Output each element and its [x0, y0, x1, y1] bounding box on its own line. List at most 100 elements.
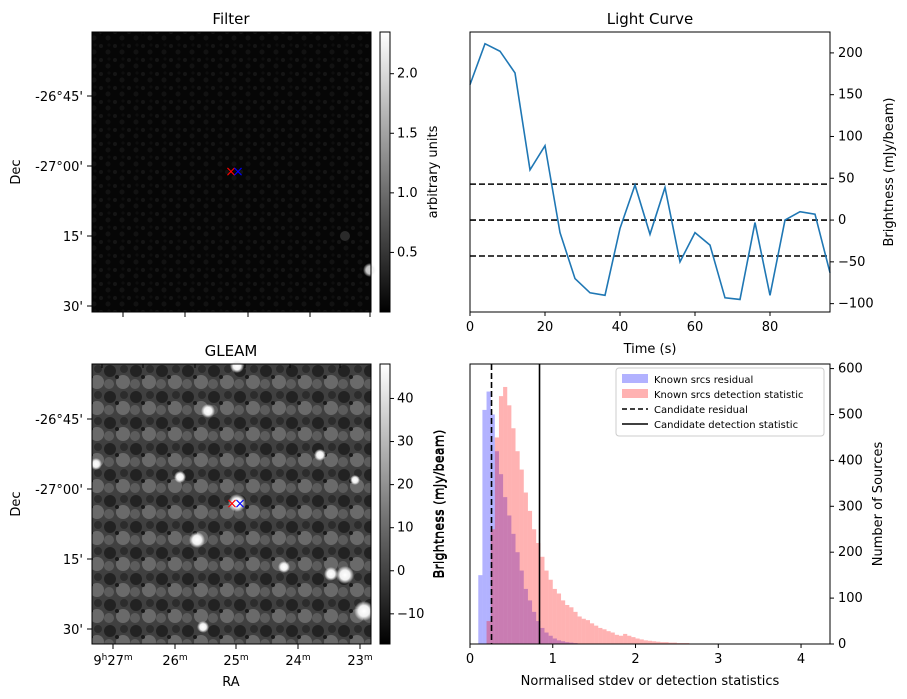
histogram-bar-detection	[623, 633, 628, 644]
gleam-colorbar-tick-label: 40	[397, 391, 414, 406]
gleam-ytick-label: -27°00'	[35, 483, 83, 498]
gleam-xlabel: RA	[222, 675, 240, 690]
histogram-bar-residual	[540, 627, 545, 644]
filter-marker-red: ×	[225, 164, 237, 180]
gleam-colorbar-gradient	[379, 363, 391, 645]
histogram-bar-residual	[511, 533, 516, 644]
histogram-bar-residual	[507, 515, 512, 644]
filter-bright-source	[363, 263, 377, 277]
filter-panel: Filter -26°45' -27°00' 15' 30' Dec × ×	[9, 10, 441, 317]
histogram-bar-residual	[486, 391, 491, 644]
filter-colorbar: 0.5 1.0 1.5 2.0 arbitrary units	[379, 31, 441, 313]
filter-image	[92, 32, 371, 312]
histogram-bar-detection	[503, 386, 508, 644]
histogram-bar-detection	[614, 634, 619, 644]
legend-swatch-detection	[622, 389, 648, 398]
histogram-bar-detection	[544, 570, 549, 644]
filter-faint-source	[340, 231, 350, 241]
histogram-bar-residual	[569, 642, 574, 644]
histogram-ytick-label: 200	[838, 545, 863, 560]
gleam-panel: GLEAM 9h27m	[9, 342, 447, 690]
histogram-bar-residual	[565, 642, 570, 644]
histogram-bar-detection	[494, 437, 499, 644]
filter-ytick-label: -26°45'	[35, 90, 83, 105]
light-curve-panel: Light Curve 0 20 40 60 80 −100 −50 0 50 100 150 200…	[466, 10, 897, 357]
histogram-bar-detection	[490, 529, 495, 644]
gleam-marker-red: ×	[226, 496, 238, 512]
gleam-sources	[90, 359, 374, 633]
histogram-bar-detection	[515, 451, 520, 644]
histogram-bar-detection	[585, 620, 590, 644]
histogram-bar-detection	[536, 543, 541, 644]
histogram-bar-residual	[544, 632, 549, 644]
histogram-bar-residual	[498, 474, 504, 644]
histogram-bar-residual	[527, 600, 533, 644]
legend-box	[615, 367, 825, 437]
histogram-bar-detection	[577, 616, 582, 644]
light-curve-frame	[469, 31, 831, 313]
gleam-xtick-label: 26m	[162, 653, 187, 669]
filter-title: Filter	[212, 10, 250, 28]
light-curve-xtick-label: 0	[466, 320, 474, 335]
light-curve-xlabel: Time (s)	[623, 342, 677, 357]
histogram-bar-detection	[498, 396, 504, 644]
filter-colorbar-tick-label: 1.5	[397, 126, 418, 141]
histogram-ylabel: Number of Sources	[871, 442, 886, 567]
histogram-bar-detection	[569, 607, 574, 644]
histogram-bar-residual	[523, 588, 528, 644]
gleam-ytick-label: -26°45'	[35, 413, 83, 428]
histogram-xlabel: Normalised stdev or detection statistics	[521, 674, 780, 689]
light-curve-xtick-label: 40	[612, 320, 629, 335]
histogram-bar-detection	[656, 641, 661, 644]
histogram-bar-residual	[536, 621, 541, 644]
histogram-bar-residual	[478, 575, 483, 644]
gleam-title: GLEAM	[205, 342, 258, 360]
histogram-bar-residual	[494, 451, 499, 644]
histogram-ytick-label: 100	[838, 591, 863, 606]
gleam-xtick-label: 24m	[285, 653, 310, 669]
histogram-bar-detection	[519, 469, 524, 644]
histogram-bar-detection	[581, 618, 586, 644]
gleam-top-ticks	[101, 364, 341, 368]
histogram-bar-detection	[672, 642, 677, 644]
light-curve-ytick-label: 0	[838, 213, 846, 228]
histogram-bar-detection	[540, 556, 545, 644]
histogram-bar-residual	[556, 640, 562, 644]
histogram-bar-detection	[590, 623, 595, 644]
legend-swatch-residual	[622, 374, 648, 383]
filter-marker-blue: ×	[232, 164, 244, 180]
histogram-bar-detection	[511, 428, 516, 644]
histogram-bar-residual	[503, 497, 508, 644]
histogram-bar-detection	[561, 600, 566, 644]
filter-ytick-label: 15'	[63, 230, 83, 245]
gleam-x-ticks: 9h27m 26m 25m 24m 23m	[93, 644, 373, 669]
histogram-bar-detection	[548, 579, 553, 644]
histogram-bar-residual	[519, 570, 524, 644]
histogram-bar-residual	[548, 635, 553, 644]
histogram-bar-detection	[610, 632, 615, 644]
histogram-ytick-label: 400	[838, 453, 863, 468]
histogram-bar-detection	[627, 635, 632, 644]
light-curve-ytick-label: 200	[838, 46, 863, 61]
histogram-xtick-label: 4	[797, 652, 805, 667]
histogram-bar-detection	[523, 492, 528, 644]
histogram-left-label: Brightness (mJy/beam)	[433, 430, 448, 579]
histogram-bar-detection	[594, 625, 599, 644]
gleam-colorbar-tick-label: −10	[397, 607, 424, 622]
gleam-colorbar: −10 0 10 20 30 40 Brightness (mJy/beam)	[379, 363, 447, 645]
histogram-bar-residual	[561, 641, 566, 644]
histogram-bar-detection	[573, 611, 578, 644]
gleam-y-ticks: -26°45' -27°00' 15' 30'	[35, 413, 92, 638]
light-curve-xtick-label: 80	[762, 320, 779, 335]
histogram-bar-detection	[602, 629, 607, 644]
histogram-ytick-label: 500	[838, 407, 863, 422]
histogram-bar-detection	[486, 621, 491, 644]
histogram-xtick-label: 0	[466, 652, 474, 667]
histogram-panel: 0 1 2 3 4 0 100 200 300 400 500 600 Normalised stde…	[433, 362, 886, 689]
histogram-ytick-label: 0	[838, 637, 846, 652]
histogram-bar-detection	[668, 642, 673, 644]
histogram-bar-residual	[515, 552, 520, 644]
histogram-bar-detection	[639, 639, 644, 644]
filter-bottom-ticks	[122, 312, 371, 317]
